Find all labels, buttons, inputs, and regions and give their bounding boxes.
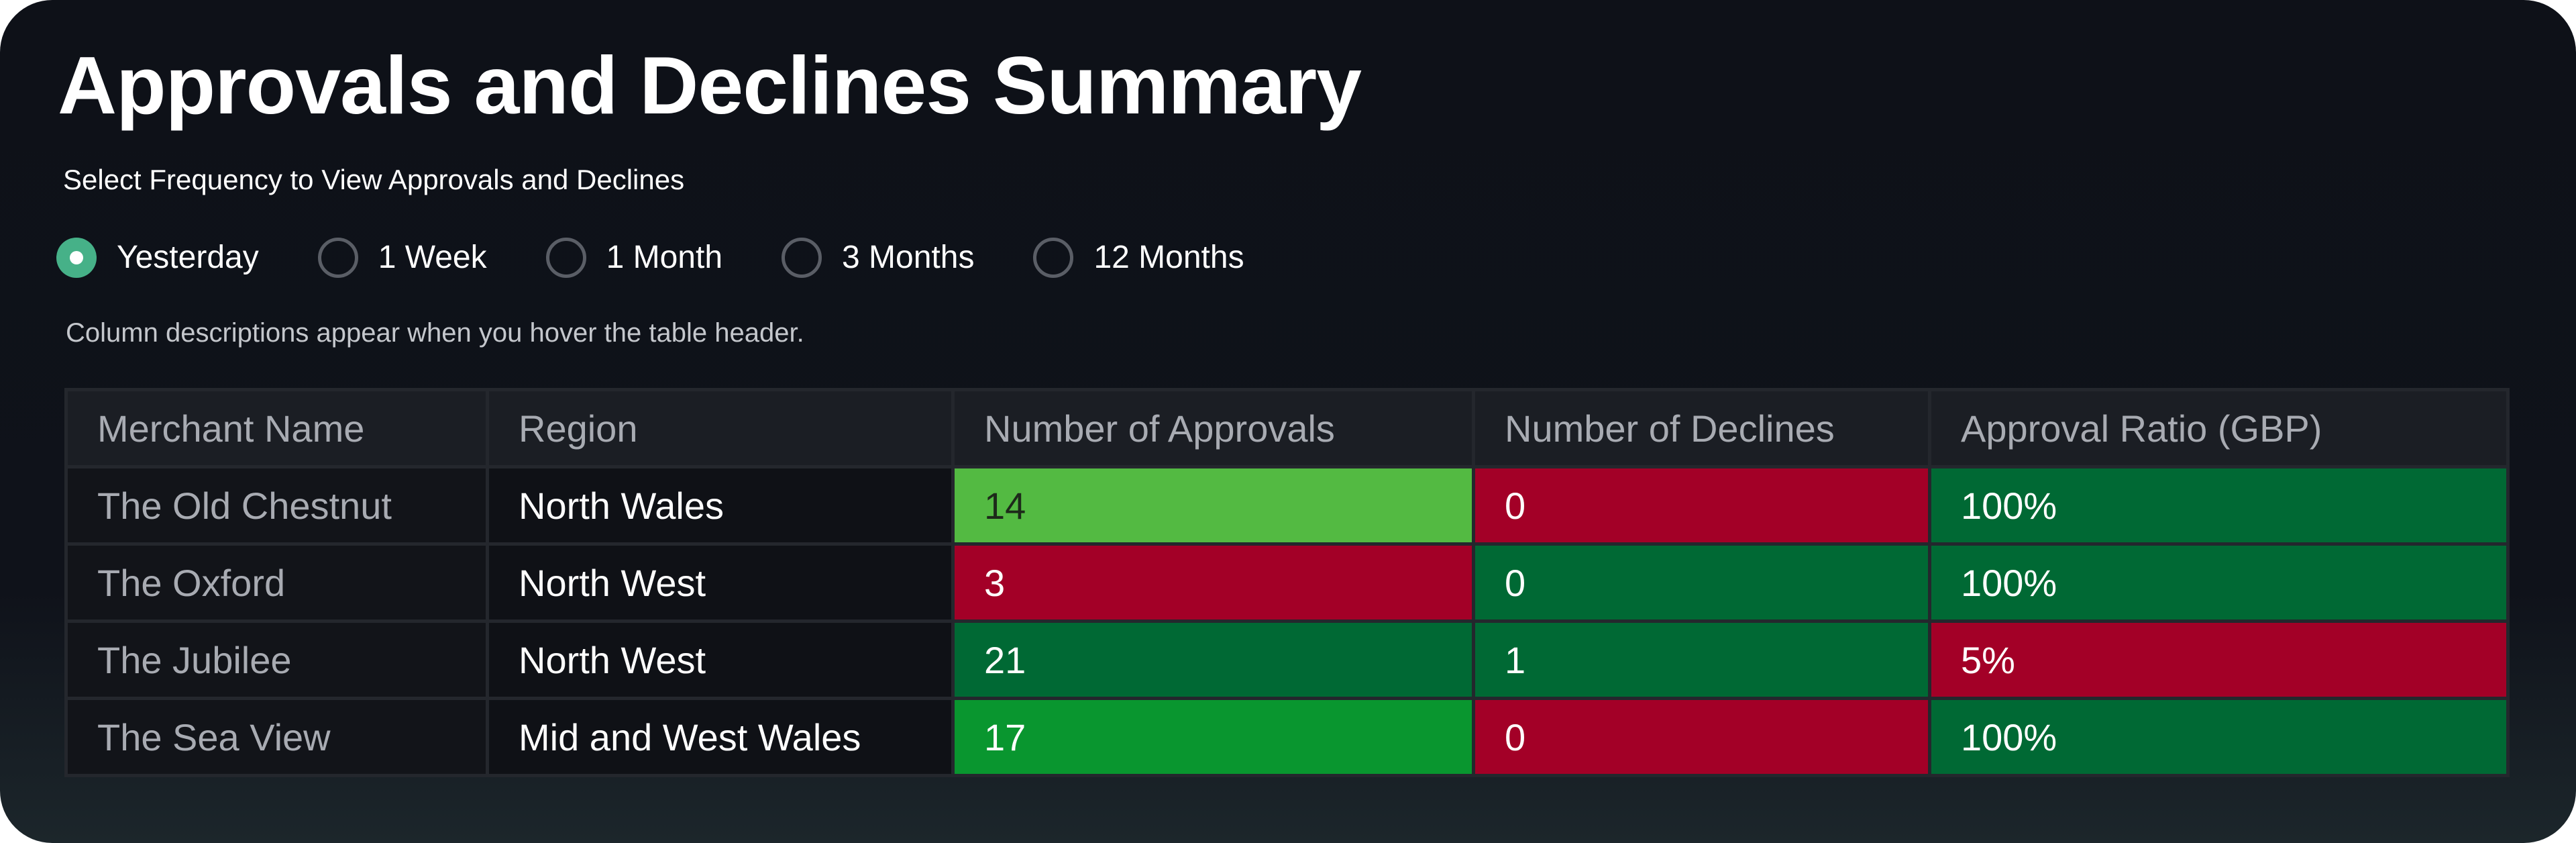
column-hint-text: Column descriptions appear when you hove… <box>66 318 804 348</box>
declines-cell: 0 <box>1472 465 1931 546</box>
approvals-cell: 17 <box>951 697 1475 777</box>
radio-button-icon[interactable] <box>782 238 822 278</box>
header-approval-ratio[interactable]: Approval Ratio (GBP) <box>1928 388 2510 468</box>
region-cell: North West <box>486 619 955 700</box>
frequency-radio-group: Yesterday 1 Week 1 Month 3 Months 12 Mon… <box>56 236 1303 279</box>
region-cell: North West <box>486 542 955 623</box>
table-row: The Sea View Mid and West Wales 17 0 100… <box>64 697 2510 777</box>
ratio-cell: 100% <box>1928 542 2510 623</box>
approvals-cell: 21 <box>951 619 1475 700</box>
merchant-name-cell: The Sea View <box>64 697 489 777</box>
radio-label: 12 Months <box>1093 240 1244 275</box>
merchant-name-cell: The Old Chestnut <box>64 465 489 546</box>
region-cell: Mid and West Wales <box>486 697 955 777</box>
table-row: The Old Chestnut North Wales 14 0 100% <box>64 465 2510 546</box>
radio-option-1-month[interactable]: 1 Month <box>545 236 723 279</box>
header-merchant-name[interactable]: Merchant Name <box>64 388 489 468</box>
header-number-of-approvals[interactable]: Number of Approvals <box>951 388 1475 468</box>
table-header-row: Merchant Name Region Number of Approvals… <box>64 388 2510 468</box>
merchant-name-cell: The Oxford <box>64 542 489 623</box>
approvals-cell: 14 <box>951 465 1475 546</box>
radio-label: 1 Month <box>606 240 723 275</box>
declines-cell: 0 <box>1472 697 1931 777</box>
declines-cell: 0 <box>1472 542 1931 623</box>
approvals-cell: 3 <box>951 542 1475 623</box>
radio-label: Yesterday <box>117 240 259 275</box>
table-row: The Oxford North West 3 0 100% <box>64 542 2510 623</box>
header-number-of-declines[interactable]: Number of Declines <box>1472 388 1931 468</box>
page-title: Approvals and Declines Summary <box>58 40 1362 131</box>
merchant-name-cell: The Jubilee <box>64 619 489 700</box>
region-cell: North Wales <box>486 465 955 546</box>
radio-label: 1 Week <box>378 240 487 275</box>
ratio-cell: 100% <box>1928 465 2510 546</box>
radio-button-icon[interactable] <box>56 238 97 278</box>
radio-label: 3 Months <box>842 240 975 275</box>
declines-cell: 1 <box>1472 619 1931 700</box>
table-row: The Jubilee North West 21 1 5% <box>64 619 2510 700</box>
radio-option-3-months[interactable]: 3 Months <box>782 236 974 279</box>
radio-dot-icon <box>70 251 83 264</box>
radio-option-yesterday[interactable]: Yesterday <box>56 236 259 279</box>
ratio-cell: 5% <box>1928 619 2510 700</box>
header-region[interactable]: Region <box>486 388 955 468</box>
radio-option-12-months[interactable]: 12 Months <box>1033 236 1244 279</box>
radio-button-icon[interactable] <box>545 238 586 278</box>
radio-option-1-week[interactable]: 1 Week <box>317 236 487 279</box>
radio-button-icon[interactable] <box>317 238 358 278</box>
approvals-table: Merchant Name Region Number of Approvals… <box>64 388 2510 777</box>
ratio-cell: 100% <box>1928 697 2510 777</box>
frequency-prompt: Select Frequency to View Approvals and D… <box>63 164 685 195</box>
radio-button-icon[interactable] <box>1033 238 1074 278</box>
